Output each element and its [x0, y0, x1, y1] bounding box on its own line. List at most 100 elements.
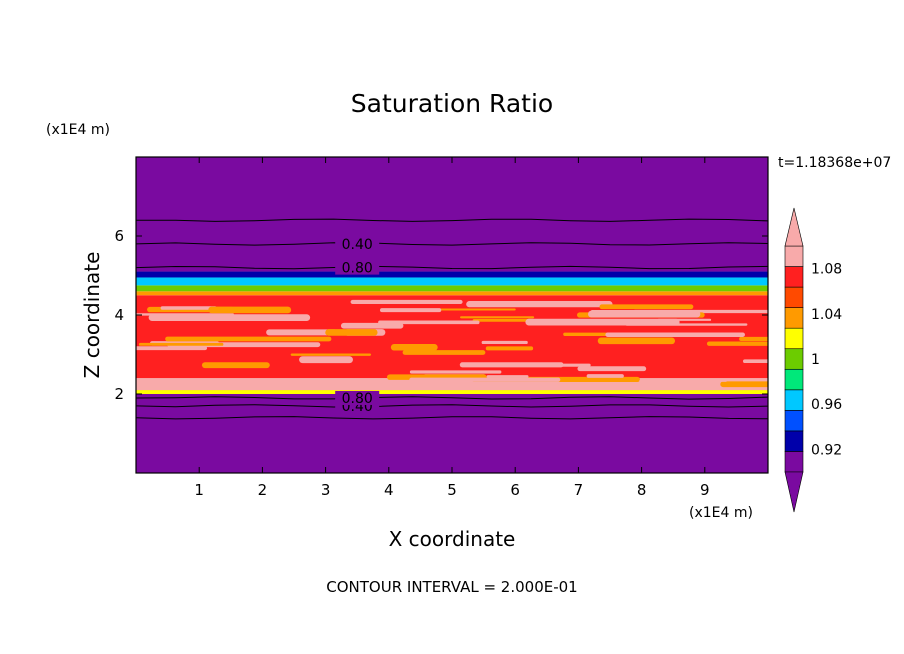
y-tick-label: 6	[114, 227, 124, 245]
streak	[409, 377, 561, 382]
x-axis: 1 2 3 4 5 6 7 8 9	[194, 157, 710, 499]
contour-labels: 0.400.800.800.40	[335, 236, 380, 415]
x-tick-label: 3	[321, 481, 331, 499]
contour-label-bg	[335, 236, 380, 251]
streak	[290, 353, 372, 356]
streak	[413, 383, 566, 389]
time-label: t=1.18368e+07	[778, 155, 891, 171]
y-unit-label: (x1E4 m)	[46, 122, 110, 138]
colorbar: 0.92 0.96 1 1.04 1.08	[784, 207, 842, 513]
colorbar-label: 0.92	[811, 442, 842, 458]
streak	[201, 362, 270, 369]
colorbar-swatch	[784, 307, 804, 329]
streak	[148, 314, 311, 322]
chart-title: Saturation Ratio	[351, 89, 553, 118]
streak	[379, 308, 442, 313]
band-4	[136, 285, 768, 292]
contour-label: 0.80	[342, 391, 373, 407]
colorbar-swatch	[784, 389, 804, 411]
colorbar-swatch	[784, 368, 804, 391]
streak	[545, 383, 598, 389]
streak	[160, 306, 217, 310]
contour-line-1	[136, 404, 768, 408]
band-0	[136, 394, 768, 473]
y-tick-label: 4	[114, 306, 124, 324]
band-6	[136, 271, 768, 278]
contour-interval-label: CONTOUR INTERVAL = 2.000E-01	[326, 578, 577, 596]
streak	[466, 301, 613, 308]
contour-line-4	[136, 242, 768, 246]
contour-label-bg	[335, 390, 380, 405]
streak	[390, 344, 438, 351]
streak	[136, 346, 208, 351]
streak	[588, 310, 701, 318]
colorbar-extend-max	[784, 207, 804, 247]
contour-line-5	[136, 218, 768, 222]
colorbar-label: 1.08	[811, 262, 842, 278]
colorbar-swatch	[784, 451, 804, 473]
streak	[266, 329, 338, 336]
streak	[481, 340, 528, 345]
x-tick-label: 2	[258, 481, 268, 499]
colorbar-swatch	[784, 410, 804, 432]
y-axis-label: Z coordinate	[80, 252, 104, 379]
streak	[743, 359, 768, 364]
x-axis-label: X coordinate	[389, 527, 516, 551]
colorbar-swatch	[784, 430, 804, 452]
x-tick-label: 4	[384, 481, 394, 499]
streak	[597, 337, 676, 345]
streak	[208, 306, 292, 314]
contour-line-0	[136, 416, 768, 420]
streak	[586, 374, 624, 378]
streak	[599, 304, 694, 310]
colorbar-swatch	[784, 327, 804, 350]
streak	[299, 356, 353, 364]
streak	[402, 350, 486, 355]
y-axis: 2 4 6	[114, 227, 768, 403]
streak	[639, 379, 728, 382]
streak	[340, 322, 404, 329]
streak	[739, 336, 768, 342]
y-tick-label: 2	[114, 385, 124, 403]
colorbar-swatch	[784, 348, 804, 370]
colorbar-swatch	[784, 286, 804, 308]
plot-area	[136, 157, 768, 473]
colorbar-label: 1.04	[811, 307, 842, 323]
contour-label: 0.40	[342, 237, 373, 253]
band-1	[136, 390, 768, 394]
colorbar-swatch	[784, 266, 804, 288]
streak	[427, 308, 516, 311]
streak	[486, 375, 529, 378]
band-5	[136, 277, 768, 286]
colorbar-label: 1	[811, 352, 820, 368]
streak	[350, 299, 463, 305]
x-tick-label: 1	[194, 481, 204, 499]
streak	[525, 318, 680, 326]
streak	[459, 362, 564, 368]
streak	[327, 380, 420, 385]
colorbar-label: 0.96	[811, 397, 842, 413]
colorbar-swatch	[784, 245, 804, 267]
streak	[409, 370, 502, 374]
streak	[460, 316, 535, 319]
streak	[485, 346, 534, 351]
streak	[720, 381, 768, 388]
streak	[136, 313, 234, 316]
band-7	[136, 157, 768, 272]
x-tick-label: 8	[637, 481, 647, 499]
x-tick-label: 9	[700, 481, 710, 499]
streak	[577, 366, 647, 372]
x-tick-label: 7	[574, 481, 584, 499]
x-tick-label: 6	[510, 481, 520, 499]
streak	[657, 332, 713, 337]
colorbar-extend-min	[784, 471, 804, 513]
contour-line-2	[136, 396, 768, 400]
contour-label: 0.80	[342, 261, 373, 277]
streak	[138, 342, 224, 346]
x-unit-label: (x1E4 m)	[689, 505, 753, 521]
streak	[378, 320, 480, 325]
streak	[706, 341, 768, 346]
contour-line-3	[136, 265, 768, 270]
streak	[325, 329, 378, 336]
